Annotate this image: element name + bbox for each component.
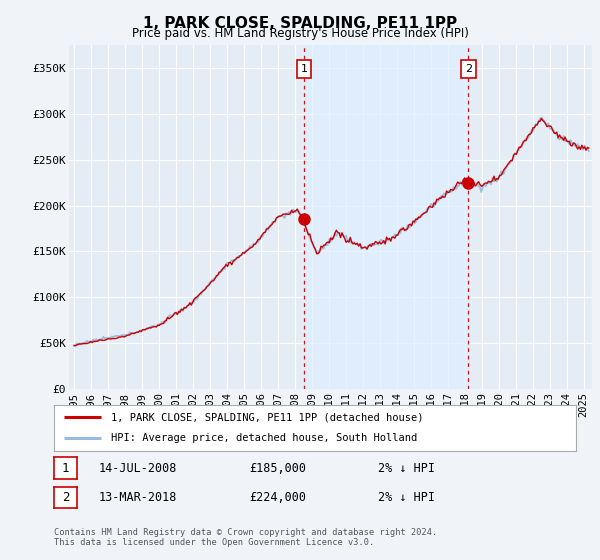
Bar (304, 45, 469, 389)
Text: £224,000: £224,000 (249, 491, 306, 504)
Text: 2% ↓ HPI: 2% ↓ HPI (378, 491, 435, 504)
Text: 2: 2 (465, 64, 472, 74)
Text: 13-MAR-2018: 13-MAR-2018 (99, 491, 178, 504)
Text: 14-JUL-2008: 14-JUL-2008 (99, 461, 178, 475)
Text: £185,000: £185,000 (249, 461, 306, 475)
Text: HPI: Average price, detached house, South Holland: HPI: Average price, detached house, Sout… (112, 433, 418, 444)
Text: 2: 2 (62, 491, 69, 504)
Text: 2% ↓ HPI: 2% ↓ HPI (378, 461, 435, 475)
Text: Price paid vs. HM Land Registry's House Price Index (HPI): Price paid vs. HM Land Registry's House … (131, 27, 469, 40)
Text: Contains HM Land Registry data © Crown copyright and database right 2024.
This d: Contains HM Land Registry data © Crown c… (54, 528, 437, 548)
Text: 1, PARK CLOSE, SPALDING, PE11 1PP (detached house): 1, PARK CLOSE, SPALDING, PE11 1PP (detac… (112, 412, 424, 422)
Text: 1: 1 (301, 64, 308, 74)
Text: 1: 1 (62, 461, 69, 475)
Text: 1, PARK CLOSE, SPALDING, PE11 1PP: 1, PARK CLOSE, SPALDING, PE11 1PP (143, 16, 457, 31)
